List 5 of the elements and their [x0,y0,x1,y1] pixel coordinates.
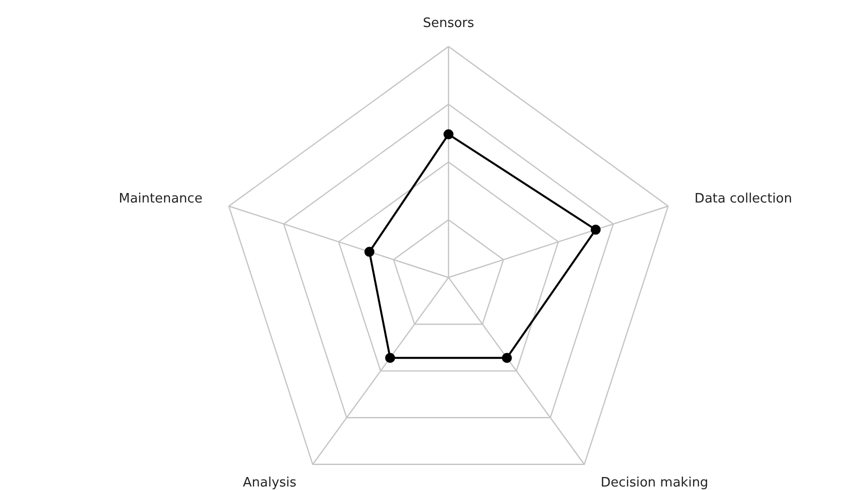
spoke-label: Sensors [422,16,474,31]
spoke-label: Data collection [694,191,792,206]
spoke-label: Maintenance [118,191,202,206]
spoke-label: Decision making [600,476,708,490]
spoke-label: Analysis [242,476,297,490]
